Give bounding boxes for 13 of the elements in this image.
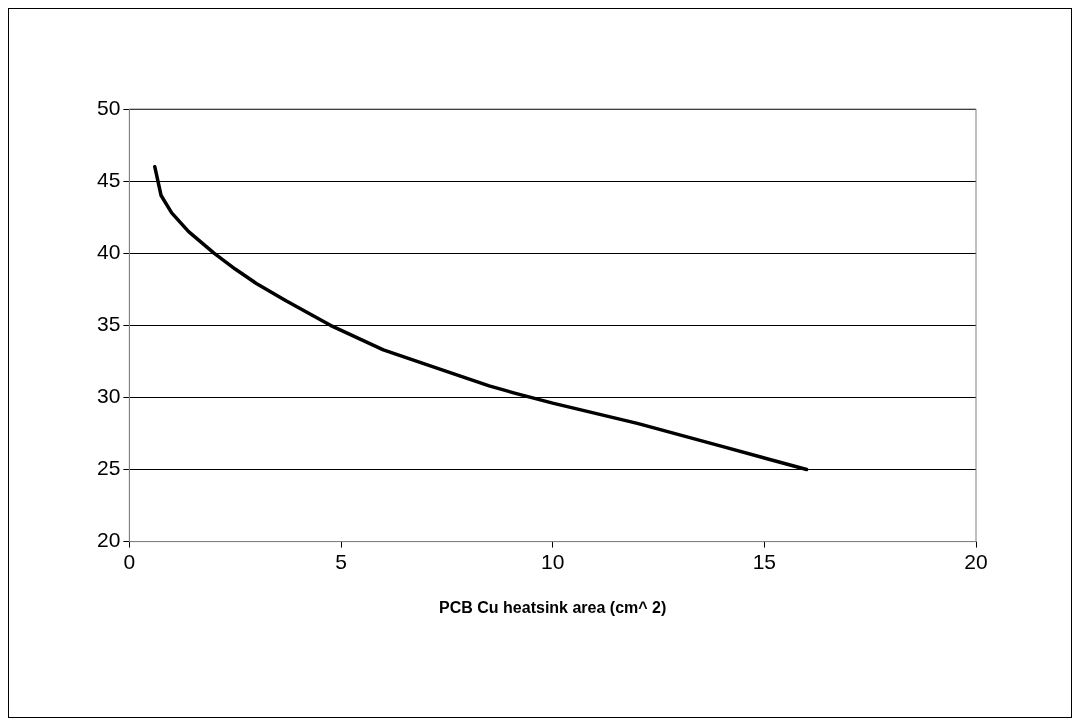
y-tick-label: 25 (97, 456, 121, 480)
x-tick-label: 10 (541, 550, 565, 573)
y-tick-label: 20 (97, 528, 121, 552)
y-tick-label: 35 (97, 312, 121, 336)
x-tick-label: 20 (964, 550, 988, 573)
y-tick-label: 30 (97, 384, 121, 408)
x-tick-label: 0 (123, 550, 136, 573)
y-tick-label: 40 (97, 240, 121, 263)
y-tick-label: 45 (97, 167, 121, 191)
y-tick-label: 50 (97, 95, 121, 119)
x-tick-label: 15 (752, 550, 777, 573)
x-tick-label: 5 (335, 550, 347, 573)
x-axis-title: PCB Cu heatsink area (cm^ 2) (439, 598, 667, 616)
